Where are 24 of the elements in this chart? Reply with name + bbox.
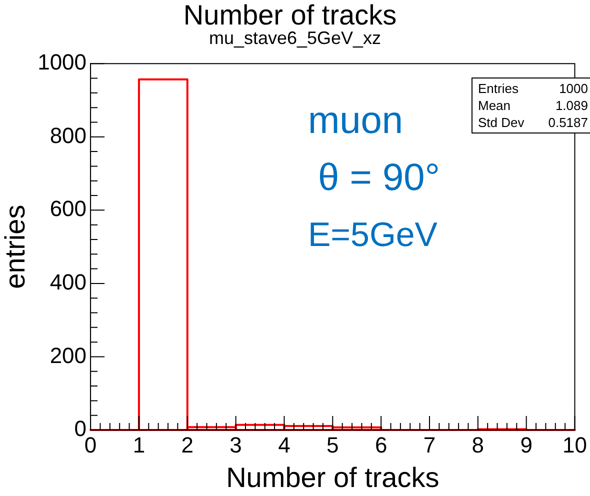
x-tick-label: 1 xyxy=(132,432,146,458)
text: Mean 1.089 xyxy=(478,98,588,113)
y-tick-label: 0 xyxy=(74,416,87,442)
y-tick-label: 200 xyxy=(50,342,87,368)
x-tick-label: 3 xyxy=(230,432,242,458)
x-tick-label: 7 xyxy=(423,432,436,458)
annotation: E=5GeV xyxy=(308,216,438,254)
annotation: θ = 90° xyxy=(318,157,440,199)
text: Std Dev 0.5187 xyxy=(478,115,588,130)
y-tick-label: 600 xyxy=(50,196,87,222)
y-tick-label: 1000 xyxy=(38,50,87,75)
x-tick-label: 2 xyxy=(181,432,194,458)
y-axis-title: entries xyxy=(0,204,31,289)
x-tick-label: 10 xyxy=(562,432,588,458)
annotation: muon xyxy=(308,100,404,142)
x-tick-label: 6 xyxy=(374,432,388,458)
x-tick-label: 5 xyxy=(326,432,339,458)
y-tick-label: 400 xyxy=(50,270,87,295)
y-tick-label: 800 xyxy=(50,122,87,148)
x-tick-label: 8 xyxy=(472,432,484,458)
x-tick-label: 9 xyxy=(520,432,532,458)
x-tick-label: 4 xyxy=(278,432,290,458)
text: Entries 1000 xyxy=(478,81,588,96)
x-axis-title: Number of tracks xyxy=(226,462,440,493)
